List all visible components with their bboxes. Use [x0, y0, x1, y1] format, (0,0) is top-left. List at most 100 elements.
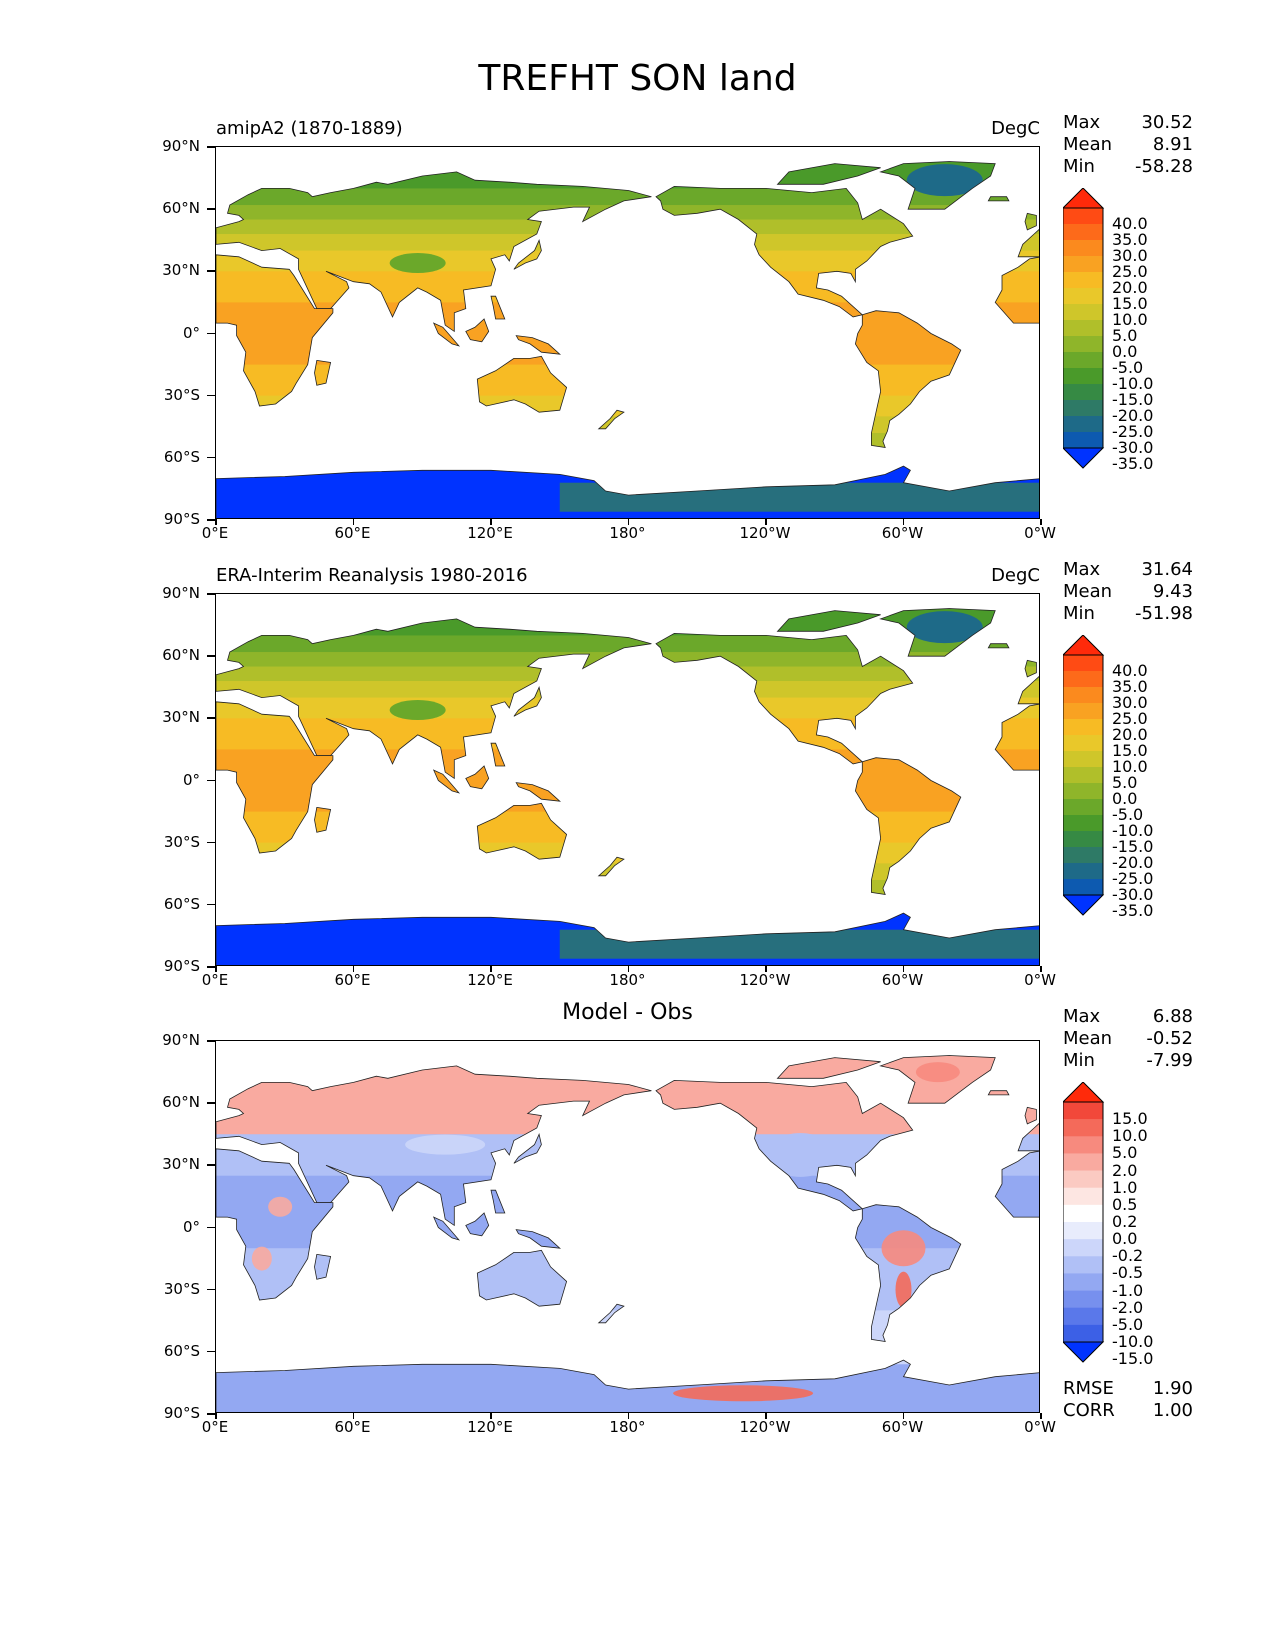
coastline-europeWest: [1017, 229, 1039, 258]
coastline-canadianIslands: [776, 163, 881, 185]
y-tick-label: 0°: [182, 770, 200, 789]
panel-model: amipA2 (1870-1889) DegC Max 30.52 Mean 8.91 Mi…: [0, 112, 1275, 552]
colorbar-segment: [1063, 687, 1103, 704]
coastline-canadianIslands: [776, 1057, 881, 1079]
x-tick-label: 60°E: [334, 971, 371, 989]
colorbar-tick-label: -30.0: [1112, 438, 1154, 457]
y-tick: [207, 841, 215, 844]
colorbar-segment: [1063, 703, 1103, 720]
coastline-iceland: [987, 196, 1010, 202]
map-plot-area: [215, 593, 1040, 966]
colorbar-svg: [1061, 1081, 1105, 1363]
colorbar-tick-label: -5.0: [1112, 1314, 1144, 1334]
map-svg: [216, 161, 1039, 518]
colorbar-segment: [1063, 735, 1103, 752]
x-tick-label: 120°E: [467, 1418, 513, 1436]
coastline-japan: [513, 239, 542, 270]
colorbar-tick-label: 35.0: [1112, 677, 1148, 696]
colorbar-tick-label: 40.0: [1112, 214, 1148, 233]
y-tick-label: 90°S: [163, 1404, 200, 1422]
coastline-africaWest: [994, 1150, 1039, 1218]
colorbar-tick-label: -25.0: [1112, 869, 1154, 888]
colorbar-segment: [1063, 416, 1103, 433]
colorbar-tick-label: 35.0: [1112, 230, 1148, 249]
colorbar-tick-label: -15.0: [1112, 1349, 1154, 1369]
x-tick: [765, 966, 767, 972]
colorbar-tick-label: 30.0: [1112, 693, 1148, 712]
colorbar-svg: [1061, 634, 1105, 916]
colorbar-segment: [1063, 288, 1103, 305]
panel-left-title: ERA-Interim Reanalysis 1980-2016: [216, 565, 528, 586]
colorbar-segment: [1063, 400, 1103, 417]
colorbar-tick-label: -15.0: [1112, 837, 1154, 856]
panel-stats: Max 6.88 Mean -0.52 Min -7.99: [1063, 1006, 1193, 1072]
colorbar-segment: [1063, 352, 1103, 369]
coastline-nz: [597, 1303, 625, 1324]
colorbar-segment: [1063, 1239, 1103, 1257]
temperature-band: [216, 635, 1039, 653]
land-field: [216, 1055, 1039, 1412]
y-tick: [207, 519, 215, 521]
coastline-europeWest: [1017, 676, 1039, 705]
coastline-antarctica: [216, 1359, 1039, 1412]
colorbar: [1061, 1081, 1107, 1368]
antarctic-shelf-patch: [559, 929, 1039, 959]
temperature-band: [216, 188, 1039, 206]
y-tick-label: 30°S: [163, 832, 200, 851]
x-tick-label: 60°W: [881, 1418, 924, 1436]
tibet-cold-patch: [389, 700, 446, 721]
difference-patch: [251, 1246, 272, 1271]
coastline-sumatra: [432, 1216, 461, 1241]
colorbar-segment: [1063, 719, 1103, 736]
colorbar-tick-label: -5.0: [1112, 805, 1144, 824]
colorbar-tick-label: -2.0: [1112, 1297, 1144, 1317]
y-tick-label: 30°N: [162, 261, 200, 280]
colorbar-tick-label: -1.0: [1112, 1280, 1144, 1300]
colorbar-segment: [1063, 1187, 1103, 1206]
y-tick-label: 30°S: [163, 1279, 200, 1298]
coastline-nz: [597, 409, 625, 430]
x-tick: [765, 1413, 767, 1419]
colorbar-tick-label: 30.0: [1112, 246, 1148, 265]
coastline-antarctica: [216, 912, 1039, 965]
panel-diff: Model - Obs Max 6.88 Mean -0.52 Min -7.99 90°N 6…: [0, 1000, 1275, 1446]
difference-patch: [895, 1271, 912, 1308]
y-tick-label: 60°N: [162, 646, 200, 665]
x-tick-label: 0°W: [1024, 971, 1056, 989]
panel-obs: ERA-Interim Reanalysis 1980-2016 DegC Max 3…: [0, 559, 1275, 999]
x-tick: [902, 519, 904, 525]
coastline-sumatra: [432, 322, 461, 347]
colorbar-segment: [1063, 879, 1103, 896]
coastline-borneo: [465, 318, 490, 343]
stat-label: CORR: [1063, 1400, 1115, 1421]
x-tick: [215, 966, 217, 972]
stat-label: Max: [1063, 1006, 1101, 1027]
colorbar-extend-max: [1061, 187, 1105, 209]
colorbar-tick-label: -20.0: [1112, 406, 1154, 425]
y-tick: [207, 655, 215, 657]
y-tick-label: 30°N: [162, 1155, 200, 1174]
y-tick: [207, 332, 215, 334]
coastline-africa: [216, 1148, 334, 1301]
stat-value-mean: -0.52: [1146, 1028, 1193, 1049]
x-tick: [765, 519, 767, 525]
y-tick-label: 90°N: [162, 137, 200, 155]
colorbar-segment: [1063, 432, 1103, 449]
colorbar-segment: [1063, 384, 1103, 401]
temperature-band: [216, 811, 1039, 844]
difference-patch: [881, 1230, 926, 1267]
coastline-namerica: [655, 632, 914, 765]
coastline-canadianIslands: [776, 610, 881, 632]
colorbar-tick-label: 25.0: [1112, 262, 1148, 281]
colorbar-segment: [1063, 1170, 1103, 1189]
difference-patch: [405, 1134, 486, 1155]
coastline-japan: [513, 1133, 542, 1164]
difference-patch: [766, 1132, 835, 1177]
x-tick: [902, 966, 904, 972]
colorbar-tick-label: -10.0: [1112, 821, 1154, 840]
y-tick-label: 60°S: [163, 1341, 200, 1360]
coastlines: [216, 608, 1039, 965]
y-tick: [207, 270, 215, 272]
coastline-greenland: [879, 1055, 996, 1104]
panel-units: DegC: [991, 565, 1040, 586]
